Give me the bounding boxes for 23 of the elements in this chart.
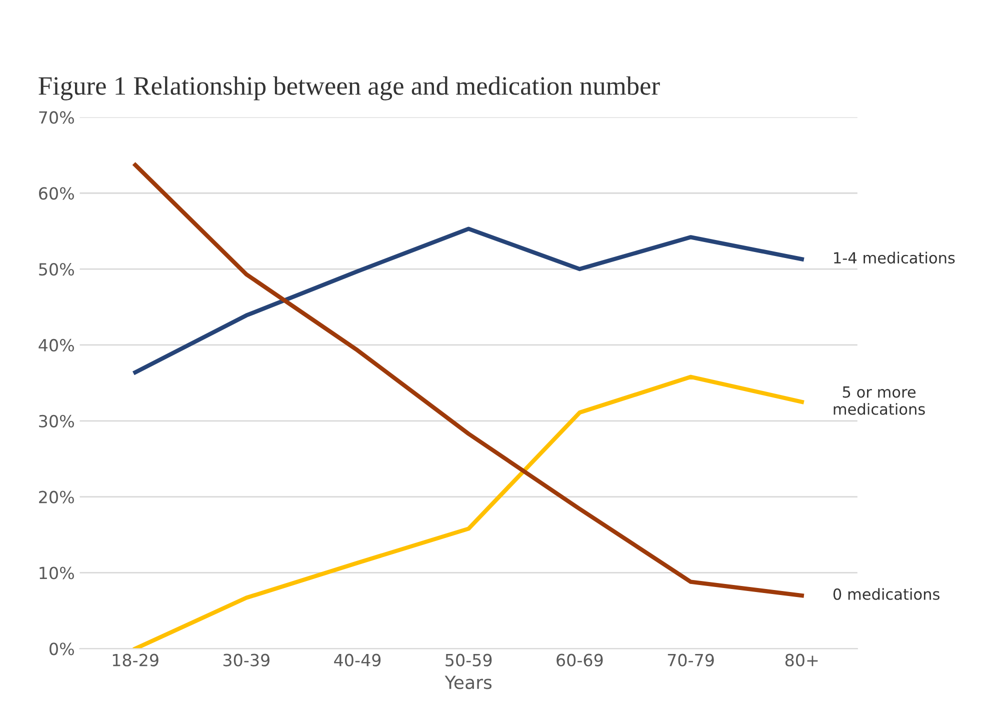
x-tick-label: 18-29 — [112, 654, 158, 666]
y-tick-label: 40% — [38, 338, 74, 352]
x-tick-label: 50-59 — [446, 654, 492, 666]
chart-title: Figure 1 Relationship between age and medication number — [38, 76, 660, 100]
line-series — [133, 226, 804, 374]
y-tick-label: 10% — [40, 566, 74, 580]
y-tick-label: 70% — [39, 111, 74, 124]
x-tick-label: 70-79 — [668, 654, 714, 666]
x-tick-label: 40-49 — [334, 654, 381, 666]
text: 0 medications — [833, 588, 940, 600]
y-tick-label: 30% — [39, 414, 74, 428]
y-tick-label: 50% — [39, 263, 74, 276]
line-series — [133, 374, 804, 649]
y-tick-label: 60% — [39, 187, 74, 200]
x-axis-title: Years — [444, 676, 492, 690]
x-tick-label: 30-39 — [223, 654, 270, 666]
x-tick-label: 80+ — [785, 654, 818, 666]
text: 5 or more medications — [834, 386, 925, 415]
y-tick-label: 20% — [39, 490, 74, 504]
text: 1-4 medications — [834, 252, 955, 264]
x-tick-label: 60-69 — [556, 654, 603, 666]
y-tick-label: 0% — [50, 642, 74, 656]
line-series — [133, 162, 804, 598]
